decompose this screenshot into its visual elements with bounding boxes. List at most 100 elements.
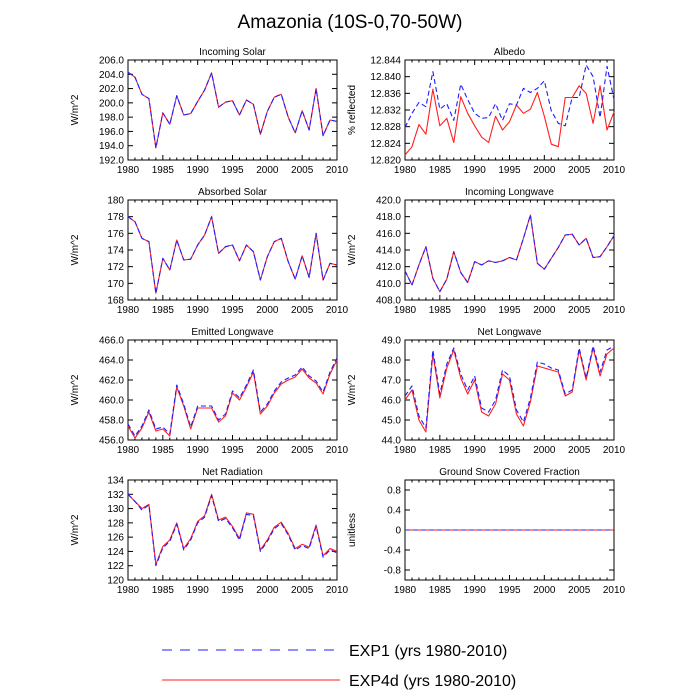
y-tick-label: -0.4 (384, 546, 402, 557)
panel-2: Absorbed Solar W/m^2 1980 1985 1990 1995 2000 2… (70, 187, 349, 316)
x-tick-label: 1990 (187, 445, 210, 456)
y-tick-label: 176 (107, 229, 124, 240)
legend: EXP1 (yrs 1980-2010) EXP4d (yrs 1980-201… (162, 643, 516, 690)
x-tick-label: 2010 (326, 445, 349, 456)
x-tick-label: 2005 (291, 165, 314, 176)
y-tick-label: 126 (107, 533, 124, 544)
series-line-exp1 (404, 345, 615, 429)
x-tick-label: 1980 (394, 445, 417, 456)
x-tick-label: 2010 (603, 165, 626, 176)
y-tick-label: 0 (395, 526, 401, 537)
y-tick-label: 12.836 (370, 89, 401, 100)
x-tick-label: 1985 (429, 305, 452, 316)
panel-5: Net Longwave W/m^2 1980 1985 1990 1995 2000 200… (347, 327, 626, 456)
y-tick-label: 120 (107, 576, 124, 587)
x-tick-label: 1990 (464, 585, 487, 596)
x-tick-label: 2000 (256, 445, 279, 456)
y-tick-label: -0.8 (384, 566, 402, 577)
x-tick-label: 2005 (568, 585, 591, 596)
x-tick-label: 2010 (603, 305, 626, 316)
panel-0: Incoming Solar W/m^2 1980 1985 1990 1995 2000 2… (70, 47, 349, 176)
x-tick-label: 2010 (326, 585, 349, 596)
y-tick-label: 170 (107, 279, 124, 290)
y-tick-label: 194.0 (99, 141, 124, 152)
y-tick-label: 12.824 (370, 139, 401, 150)
y-tick-label: 460.0 (99, 396, 124, 407)
x-tick-label: 1980 (117, 585, 140, 596)
x-tick-label: 2005 (291, 445, 314, 456)
y-tick-label: 124 (107, 547, 124, 558)
x-tick-label: 1995 (221, 445, 244, 456)
panel-title: Incoming Longwave (465, 187, 554, 198)
x-tick-label: 1980 (394, 585, 417, 596)
x-tick-label: 1990 (187, 165, 210, 176)
y-tick-label: 134 (107, 476, 124, 487)
x-tick-label: 1985 (152, 585, 175, 596)
panel-title: Albedo (494, 47, 526, 58)
x-tick-label: 2005 (291, 305, 314, 316)
x-tick-label: 1980 (117, 165, 140, 176)
x-tick-label: 2010 (326, 305, 349, 316)
series-line-exp1 (404, 64, 615, 128)
y-tick-label: 130 (107, 504, 124, 515)
y-tick-label: 412.0 (376, 262, 401, 273)
x-tick-label: 2005 (568, 305, 591, 316)
x-tick-label: 2010 (603, 445, 626, 456)
y-tick-label: 48.0 (382, 356, 402, 367)
y-tick-label: 206.0 (99, 56, 124, 67)
series-line-exp1 (404, 214, 615, 293)
series-line-exp4d (404, 85, 615, 156)
x-tick-label: 1990 (464, 165, 487, 176)
y-tick-label: 462.0 (99, 376, 124, 387)
y-tick-label: 418.0 (376, 212, 401, 223)
y-tick-label: 0.4 (387, 506, 401, 517)
series-line-exp1 (127, 216, 338, 294)
y-tick-label: 192.0 (99, 156, 124, 167)
y-tick-label: 420.0 (376, 196, 401, 207)
x-tick-label: 1985 (429, 165, 452, 176)
x-tick-label: 1980 (394, 165, 417, 176)
figure-title: Amazonia (10S-0,70-50W) (238, 12, 463, 33)
x-tick-label: 1990 (464, 445, 487, 456)
x-tick-label: 2000 (533, 165, 556, 176)
y-tick-label: 204.0 (99, 70, 124, 81)
y-tick-label: 12.828 (370, 122, 401, 133)
y-tick-label: 178 (107, 212, 124, 223)
legend-label-exp1: EXP1 (yrs 1980-2010) (349, 643, 507, 660)
y-tick-label: 168 (107, 296, 124, 307)
y-axis-label: W/m^2 (70, 94, 81, 125)
y-tick-label: 466.0 (99, 336, 124, 347)
series-line-exp1 (127, 493, 338, 567)
panel-3: Incoming Longwave W/m^2 1980 1985 1990 1995 20… (347, 187, 626, 316)
y-tick-label: 180 (107, 196, 124, 207)
y-tick-label: 174 (107, 246, 124, 257)
x-tick-label: 1985 (152, 165, 175, 176)
y-tick-label: 45.0 (382, 416, 402, 427)
panel-title: Incoming Solar (199, 47, 266, 58)
y-tick-label: 458.0 (99, 416, 124, 427)
y-axis-label: unitless (347, 513, 358, 547)
x-tick-label: 1995 (221, 585, 244, 596)
y-tick-label: 456.0 (99, 436, 124, 447)
legend-label-exp4d: EXP4d (yrs 1980-2010) (349, 673, 516, 690)
x-tick-label: 1995 (498, 305, 521, 316)
y-axis-label: W/m^2 (70, 234, 81, 265)
y-tick-label: 172 (107, 262, 124, 273)
x-tick-label: 1995 (221, 165, 244, 176)
series-line-exp1 (127, 357, 338, 437)
panel-4: Emitted Longwave W/m^2 1980 1985 1990 1995 200… (70, 327, 349, 456)
x-tick-label: 2005 (568, 445, 591, 456)
y-tick-label: 416.0 (376, 229, 401, 240)
y-axis-label: W/m^2 (70, 514, 81, 545)
y-tick-label: 49.0 (382, 336, 402, 347)
y-tick-label: 122 (107, 561, 124, 572)
y-tick-label: 132 (107, 490, 124, 501)
panel-title: Emitted Longwave (191, 327, 274, 338)
x-tick-label: 1980 (117, 445, 140, 456)
y-tick-label: 410.0 (376, 279, 401, 290)
x-tick-label: 2000 (533, 445, 556, 456)
y-tick-label: 408.0 (376, 296, 401, 307)
x-tick-label: 1985 (429, 445, 452, 456)
series-line-exp4d (127, 493, 338, 565)
